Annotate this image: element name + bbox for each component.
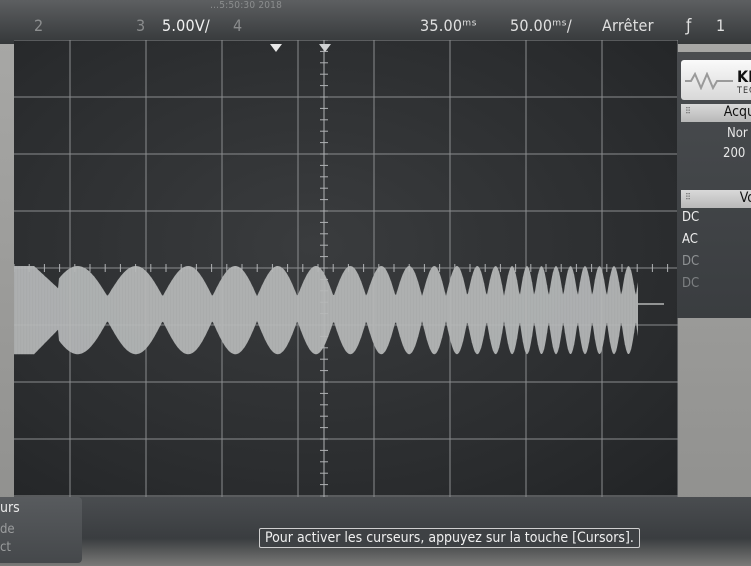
keysight-wave-icon <box>685 72 733 90</box>
acquisition-rate: 200 <box>723 146 746 161</box>
waveform-envelope <box>14 266 638 355</box>
waveform-trace <box>14 266 664 355</box>
channel-4-coupling: DC <box>682 276 700 291</box>
channel-4-label[interactable]: 4 <box>233 16 243 35</box>
cursors-active-label: ct <box>0 540 12 555</box>
timebase-scale: 50.00ᵐˢ/ <box>510 16 572 35</box>
drag-handle-icon[interactable]: ⠿ <box>685 193 691 203</box>
channel-1-coupling: DC <box>682 210 700 225</box>
brand-name: KE <box>737 67 751 86</box>
cursors-softkey[interactable]: urs de ct <box>0 497 82 563</box>
acquisition-mode: Nor <box>727 126 748 141</box>
channel-2-label[interactable]: 2 <box>34 16 44 35</box>
voltage-panel-title: ⠿ Vo <box>681 190 751 208</box>
status-bar: …5:50:30 2018 2 3 5.00V/ 4 35.00ᵐˢ 50.00… <box>0 0 751 44</box>
waveform-display[interactable] <box>14 40 678 497</box>
acquisition-title-text: Acqu <box>723 104 751 120</box>
cursors-mode-label: de <box>0 522 15 537</box>
trigger-rising-edge-icon: ƒ <box>686 16 692 36</box>
channel-2-coupling: AC <box>682 232 698 247</box>
channel-3-scale: 5.00V/ <box>162 16 210 35</box>
trigger-position-marker <box>270 44 282 52</box>
channel-3-coupling: DC <box>682 254 700 269</box>
brand-logo: KE TEC <box>681 60 751 100</box>
horizontal-delay: 35.00ᵐˢ <box>420 16 477 35</box>
time-reference-marker <box>319 44 331 52</box>
status-message: Pour activer les curseurs, appuyez sur l… <box>259 528 640 548</box>
graticule <box>14 40 678 497</box>
timestamp-fragment: …5:50:30 2018 <box>210 0 283 11</box>
channel-3-label[interactable]: 3 <box>136 16 146 35</box>
voltage-title-text: Vo <box>739 190 751 206</box>
drag-handle-icon[interactable]: ⠿ <box>685 107 691 117</box>
acquisition-panel-title: ⠿ Acqu <box>681 104 751 122</box>
run-state-indicator: Arrêter <box>602 16 654 35</box>
trigger-channel: 1 <box>716 16 726 35</box>
side-panel: KE TEC ⠿ Acqu Nor 200 ⠿ Vo DC AC DC DC <box>677 52 751 318</box>
brand-subtitle: TEC <box>737 86 751 96</box>
cursors-label: urs <box>0 500 20 516</box>
